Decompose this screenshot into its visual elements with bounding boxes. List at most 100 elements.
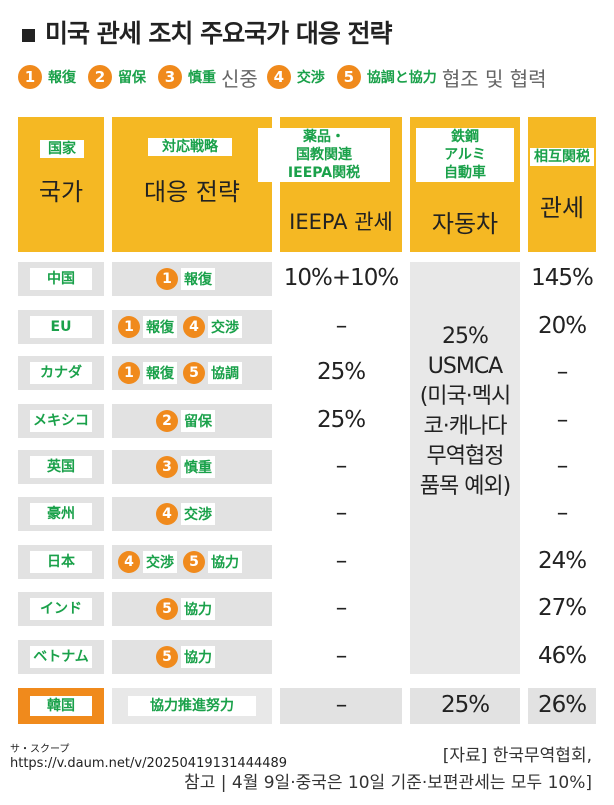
response-label: 交渉	[181, 503, 215, 525]
strategy-responses: 1 報復 4 交渉	[118, 315, 248, 339]
country-label: カナダ	[30, 362, 92, 384]
number-4-icon: 4	[266, 65, 291, 89]
reciprocal-value: –	[556, 359, 569, 385]
country-label: ベトナム	[30, 646, 92, 668]
strategy-responses: 2 留保	[156, 409, 221, 433]
response-item: 4 交渉	[118, 551, 177, 573]
header-reciprocal-label: 相互関税	[530, 148, 594, 166]
country-label: 日本	[30, 551, 92, 573]
header-country	[18, 117, 104, 252]
response-item: 5 協力	[183, 551, 242, 573]
usmca-line: 무역협정	[426, 444, 505, 469]
header-pharma-korean: IEEPA 관세	[289, 210, 393, 234]
response-item: 1 報復	[156, 268, 215, 290]
legend-label: 協調と協力	[363, 66, 440, 88]
reciprocal-value: –	[556, 407, 569, 433]
strategy-responses: 5 協力	[156, 597, 221, 621]
page-title: 미국 관세 조치 주요국가 대응 전략	[22, 14, 393, 50]
usmca-line: 품목 예외)	[419, 474, 512, 499]
legend-korean: 신중	[221, 66, 258, 91]
header-country-korean: 국가	[38, 178, 84, 206]
number-3-icon: 3	[156, 456, 178, 478]
number-5-icon: 5	[156, 598, 178, 620]
number-1-icon: 1	[18, 65, 42, 89]
response-label: 報復	[143, 362, 177, 384]
legend-korean: 협조 및 협력	[441, 66, 547, 91]
response-label: 協力	[181, 646, 215, 668]
response-label: 留保	[181, 410, 215, 432]
response-label: 報復	[181, 268, 215, 290]
header-reciprocal-korean: 관세	[539, 194, 585, 222]
response-item: 3 慎重	[156, 456, 215, 478]
header-steel-korean: 자동차	[431, 210, 499, 238]
legend-label: 慎重	[185, 66, 219, 88]
number-5-icon: 5	[183, 551, 205, 573]
header-pharma-label: 薬品・ 国教関連 IEEPA関税	[258, 128, 390, 182]
strategy-responses: 4 交渉 5 協力	[118, 550, 248, 574]
ieepa-value: 25%	[316, 407, 366, 433]
response-item: 1 報復	[118, 362, 177, 384]
header-strategy-korean: 대응 전략	[144, 178, 240, 206]
ieepa-value: –	[335, 500, 348, 526]
usmca-line: 25%	[442, 324, 489, 349]
korea-recip-value: 26%	[537, 692, 587, 718]
reciprocal-value: –	[556, 453, 569, 479]
title-text: 미국 관세 조치 주요국가 대응 전략	[45, 19, 393, 48]
ieepa-value: –	[335, 453, 348, 479]
legend-item-1: 1 報復	[18, 65, 79, 89]
response-item: 2 留保	[156, 410, 215, 432]
number-4-icon: 4	[156, 503, 178, 525]
legend-item-3: 3 慎重 신중	[158, 63, 258, 92]
legend-item-4: 4 交渉	[266, 65, 328, 89]
response-label: 交渉	[143, 551, 177, 573]
response-item: 5 協力	[156, 646, 215, 668]
strategy-responses: 4 交渉	[156, 502, 221, 526]
number-2-icon: 2	[88, 65, 112, 89]
header-strategy-label: 対応戦略	[148, 138, 232, 156]
response-label: 報復	[143, 316, 177, 338]
reciprocal-value: –	[556, 500, 569, 526]
country-label: メキシコ	[30, 410, 92, 432]
response-item: 5 協調	[183, 362, 242, 384]
response-label: 慎重	[181, 456, 215, 478]
response-label: 協調	[208, 362, 242, 384]
legend-item-5: 5 協調と協力 협조 및 협력	[336, 63, 547, 92]
korea-ieepa-cell	[280, 688, 402, 724]
korea-ieepa-value: –	[335, 692, 348, 718]
response-label: 協力	[181, 598, 215, 620]
legend: 1 報復 2 留保 3 慎重 신중 4 交渉 5 協調と協力 협조 및 협력	[18, 62, 556, 92]
usmca-line: 코·캐나다	[423, 414, 508, 439]
country-label: インド	[30, 598, 92, 620]
legend-label: 交渉	[293, 66, 328, 88]
korea-steel-cell	[410, 688, 520, 724]
reciprocal-value: 24%	[537, 548, 587, 574]
number-5-icon: 5	[183, 362, 205, 384]
response-label: 協力	[208, 551, 242, 573]
footer-source-label: サ・スクープ	[10, 744, 70, 755]
usmca-line: (미국·멕시	[419, 384, 512, 409]
strategy-responses: 5 協力	[156, 645, 221, 669]
header-reciprocal	[528, 117, 596, 252]
response-item: 5 協力	[156, 598, 215, 620]
legend-label: 報復	[45, 66, 79, 88]
legend-label: 留保	[115, 66, 149, 88]
response-item: 1 報復	[118, 316, 177, 338]
korea-steel-value: 25%	[440, 692, 490, 718]
strategy-responses: 1 報復	[156, 267, 221, 291]
korea-strategy-label: 協力推進努力	[128, 696, 256, 716]
ieepa-value: –	[335, 595, 348, 621]
ieepa-value: –	[335, 313, 348, 339]
reciprocal-value: 46%	[537, 643, 587, 669]
footer-credit: [자료] 한국무역협회,	[442, 746, 592, 766]
legend-item-2: 2 留保	[88, 65, 149, 89]
footer-url: https://v.daum.net/v/20250419131444489	[10, 756, 288, 771]
country-label: 豪州	[30, 503, 92, 525]
ieepa-value: –	[335, 643, 348, 669]
reciprocal-value: 20%	[537, 313, 587, 339]
country-label: EU	[30, 316, 92, 338]
number-2-icon: 2	[156, 410, 178, 432]
number-5-icon: 5	[336, 65, 361, 89]
reciprocal-value: 145%	[531, 265, 594, 291]
usmca-text: 25% USMCA (미국·멕시 코·캐나다 무역협정 품목 예외)	[410, 322, 520, 502]
country-label: 中国	[30, 268, 92, 290]
